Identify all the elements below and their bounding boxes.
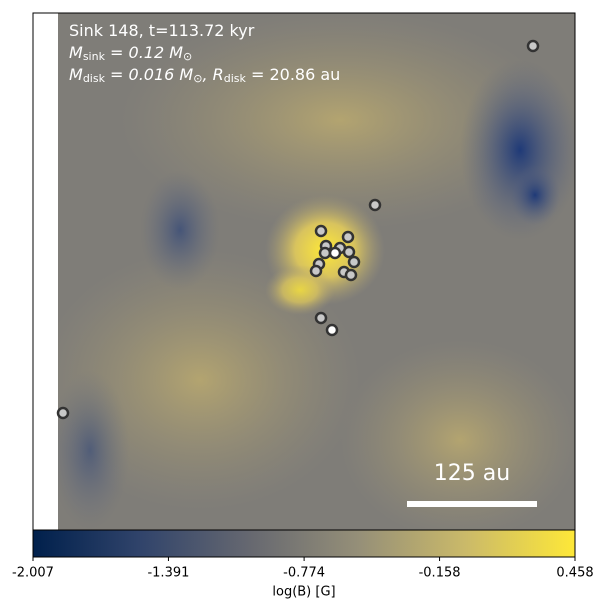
title-line: Mdisk = 0.016 M⊙, Rdisk = 20.86 au bbox=[69, 65, 340, 86]
title-line: Sink 148, t=113.72 kyr bbox=[69, 21, 255, 40]
title-segment: = 0.12 M bbox=[105, 43, 183, 62]
title-line: Msink = 0.12 M⊙ bbox=[69, 43, 192, 64]
title-segment: disk bbox=[224, 72, 247, 85]
title-segment: M bbox=[69, 65, 83, 84]
title-segment: disk bbox=[83, 72, 106, 85]
title-segment: = 0.016 M bbox=[105, 65, 193, 84]
title-segment: , R bbox=[202, 65, 223, 84]
sink-particles bbox=[56, 39, 540, 420]
colorbar-tick-label: -0.158 bbox=[419, 566, 461, 581]
title-segment: sink bbox=[83, 50, 106, 63]
title-segment: ⊙ bbox=[193, 72, 202, 85]
colorbar bbox=[32, 529, 576, 558]
scale-bar bbox=[407, 501, 537, 507]
colorbar-tick-label: -1.391 bbox=[147, 566, 189, 581]
title-segment: = 20.86 au bbox=[246, 65, 340, 84]
title-segment: M bbox=[69, 43, 83, 62]
colorbar-label: log(B) [G] bbox=[272, 585, 335, 600]
field-image bbox=[58, 13, 575, 530]
colorbar-tick-label: -0.774 bbox=[283, 566, 325, 581]
scale-bar-label: 125 au bbox=[434, 461, 510, 486]
title-segment: ⊙ bbox=[183, 50, 192, 63]
colorbar-tick-label: 0.458 bbox=[556, 566, 593, 581]
title-segment: Sink 148, t=113.72 kyr bbox=[69, 21, 255, 40]
colorbar-tick-label: -2.007 bbox=[12, 566, 54, 581]
